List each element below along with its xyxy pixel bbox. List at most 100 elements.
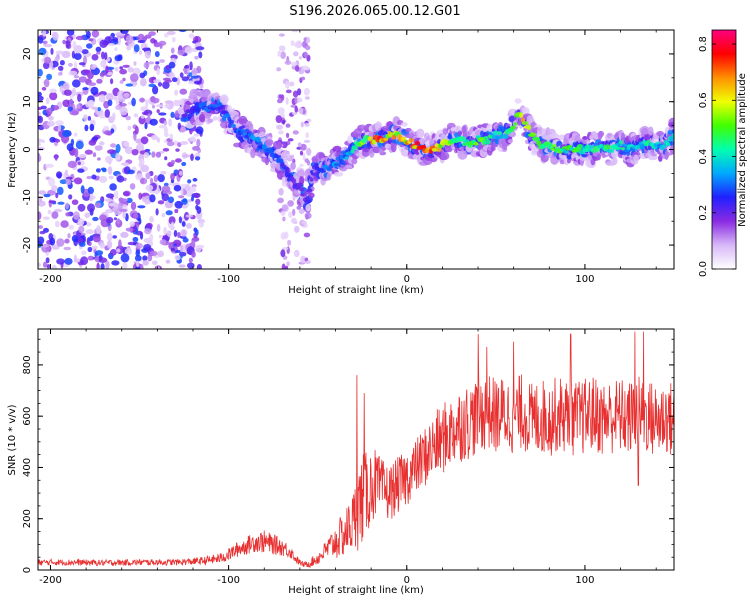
- ridge-core: [333, 162, 341, 167]
- noise-blob: [41, 244, 49, 248]
- noise-blob: [155, 61, 160, 65]
- noise-blob: [59, 60, 65, 66]
- noise-blob: [133, 113, 139, 118]
- noise-blob: [189, 136, 196, 142]
- noise-blob: [131, 149, 139, 156]
- noise-blob: [163, 120, 168, 126]
- spike-blob: [284, 60, 292, 65]
- noise-blob: [51, 185, 58, 192]
- noise-blob: [182, 154, 191, 158]
- noise-blob: [72, 40, 77, 50]
- noise-blob: [38, 236, 45, 245]
- noise-blob: [144, 49, 151, 59]
- noise-blob: [71, 235, 79, 243]
- noise-blob: [124, 146, 133, 154]
- spike-blob: [287, 138, 294, 142]
- ridge-halo: [219, 94, 229, 104]
- noise-blob: [140, 115, 145, 119]
- noise-blob: [80, 185, 85, 194]
- noise-blob: [96, 51, 101, 55]
- ridge-core: [671, 133, 674, 139]
- noise-blob: [171, 77, 178, 83]
- y-tick-label: 800: [22, 355, 33, 374]
- noise-blob: [38, 91, 42, 97]
- noise-blob: [73, 75, 80, 79]
- noise-blob: [173, 230, 178, 237]
- ridge-core: [183, 113, 189, 117]
- noise-blob: [139, 177, 148, 185]
- spike-blob: [300, 255, 306, 264]
- spike-blob: [277, 98, 283, 104]
- noise-blob: [129, 183, 136, 190]
- noise-blob: [54, 208, 63, 213]
- spike-blob: [291, 30, 299, 33]
- noise-blob: [114, 55, 122, 62]
- noise-blob: [120, 30, 129, 34]
- noise-blob: [157, 174, 165, 183]
- noise-blob: [177, 122, 181, 130]
- noise-blob: [178, 264, 186, 268]
- spike-blob: [277, 197, 284, 204]
- noise-blob: [62, 83, 68, 89]
- noise-blob: [91, 245, 98, 250]
- x-tick-label: 0: [404, 274, 410, 285]
- spike-blob: [286, 261, 290, 267]
- spectrogram-marks: [38, 30, 674, 269]
- noise-blob: [86, 43, 93, 49]
- ridge-core: [383, 137, 389, 141]
- ridge-halo: [440, 152, 450, 161]
- noise-blob: [119, 66, 124, 70]
- spike-blob: [285, 89, 292, 94]
- ridge-core: [216, 102, 223, 106]
- noise-blob: [68, 70, 78, 76]
- noise-blob: [168, 216, 176, 225]
- spectrogram-xlabel: Height of straight line (km): [288, 285, 424, 296]
- noise-blob: [64, 89, 72, 96]
- noise-blob: [91, 106, 98, 110]
- noise-blob: [144, 200, 149, 205]
- noise-blob: [55, 120, 64, 126]
- noise-blob: [192, 146, 200, 151]
- noise-blob: [94, 145, 103, 151]
- noise-blob: [38, 225, 43, 229]
- ridge-halo: [296, 169, 305, 179]
- noise-blob: [177, 49, 185, 56]
- noise-blob: [68, 194, 73, 200]
- noise-blob: [115, 98, 120, 106]
- noise-blob: [198, 51, 203, 59]
- ridge-core: [640, 144, 646, 150]
- noise-blob: [187, 262, 195, 269]
- noise-blob: [107, 43, 115, 47]
- noise-blob: [156, 109, 160, 114]
- ridge-core: [311, 172, 316, 176]
- spike-blob: [302, 65, 309, 71]
- y-tick-label: 600: [22, 407, 33, 426]
- ridge-halo: [416, 128, 425, 139]
- noise-blob: [38, 36, 44, 44]
- noise-blob: [152, 104, 155, 109]
- noise-blob: [132, 213, 139, 219]
- noise-blob: [149, 233, 154, 242]
- noise-blob: [44, 56, 52, 64]
- noise-blob: [57, 186, 64, 196]
- ridge-core: [492, 130, 499, 136]
- spike-blob: [290, 40, 295, 47]
- noise-blob: [64, 169, 69, 177]
- noise-blob: [158, 112, 167, 116]
- ridge-halo: [280, 150, 291, 160]
- noise-blob: [118, 197, 124, 203]
- ridge-core: [473, 142, 479, 146]
- x-tick-label: -100: [217, 274, 240, 285]
- ridge-core: [309, 177, 314, 182]
- noise-blob: [87, 116, 92, 121]
- noise-blob: [95, 168, 101, 173]
- spike-blob: [282, 216, 286, 222]
- noise-blob: [88, 99, 95, 107]
- noise-blob: [174, 208, 179, 214]
- noise-blob: [47, 115, 55, 121]
- colorbar-label: Normalized spectral amplitude: [737, 73, 748, 227]
- spike-blob: [291, 61, 297, 67]
- noise-blob: [47, 209, 52, 215]
- noise-blob: [38, 211, 42, 221]
- noise-blob: [159, 43, 163, 49]
